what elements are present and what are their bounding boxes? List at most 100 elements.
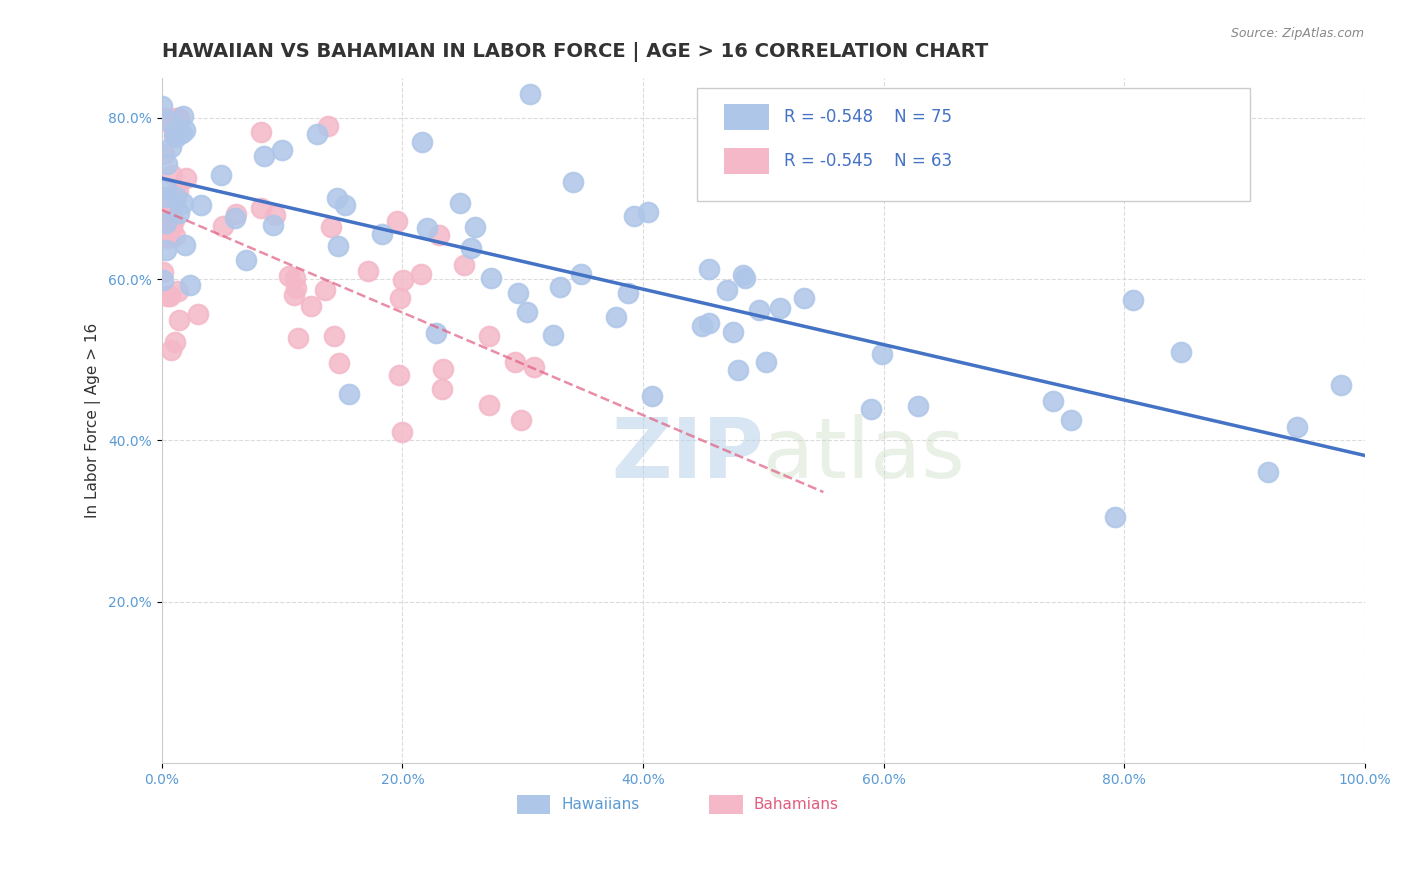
Point	[159, 213, 181, 227]
Point	[516, 304, 538, 318]
Point	[314, 283, 336, 297]
Point	[152, 265, 174, 279]
Point	[163, 127, 186, 141]
Point	[160, 343, 183, 357]
FancyBboxPatch shape	[697, 88, 1250, 201]
Point	[167, 184, 190, 198]
Point	[449, 195, 471, 210]
Point	[153, 147, 176, 161]
Point	[427, 228, 450, 243]
Point	[159, 289, 181, 303]
Point	[333, 198, 356, 212]
Point	[617, 286, 640, 301]
Point	[160, 220, 183, 235]
Bar	[724, 104, 769, 130]
Point	[155, 189, 177, 203]
Point	[371, 227, 394, 241]
Point	[357, 263, 380, 277]
Point	[165, 129, 187, 144]
Point	[283, 287, 305, 301]
Point	[187, 307, 209, 321]
Point	[1104, 510, 1126, 524]
Point	[165, 188, 187, 202]
Point	[155, 244, 177, 258]
Point	[690, 319, 713, 334]
Point	[731, 268, 754, 282]
Text: Hawaiians: Hawaiians	[561, 797, 640, 813]
Point	[716, 283, 738, 297]
Point	[793, 291, 815, 305]
Point	[157, 231, 180, 245]
Point	[734, 271, 756, 285]
Point	[1286, 419, 1309, 434]
Point	[641, 389, 664, 403]
Point	[1330, 378, 1353, 392]
Point	[326, 239, 349, 253]
Point	[155, 217, 177, 231]
Point	[253, 149, 276, 163]
Point	[478, 398, 501, 412]
Point	[264, 208, 287, 222]
Point	[1257, 465, 1279, 479]
Point	[562, 175, 585, 189]
Point	[299, 299, 322, 313]
Point	[453, 258, 475, 272]
Point	[174, 238, 197, 252]
Point	[637, 205, 659, 219]
Point	[170, 126, 193, 140]
Point	[697, 261, 720, 276]
Point	[721, 326, 744, 340]
Point	[859, 401, 882, 416]
Point	[169, 121, 191, 136]
Point	[224, 211, 246, 226]
Point	[156, 289, 179, 303]
Point	[550, 279, 572, 293]
Point	[478, 329, 501, 343]
Text: ZIP: ZIP	[610, 414, 763, 495]
Point	[425, 326, 447, 340]
Bar	[516, 796, 550, 814]
Point	[755, 355, 778, 369]
Point	[388, 291, 411, 305]
Point	[262, 218, 284, 232]
Text: R = -0.545    N = 63: R = -0.545 N = 63	[783, 152, 952, 169]
Point	[165, 335, 187, 350]
Point	[697, 317, 720, 331]
Point	[519, 87, 541, 101]
Point	[162, 197, 184, 211]
Text: Bahamians: Bahamians	[754, 797, 838, 813]
Point	[169, 312, 191, 326]
Point	[150, 220, 173, 235]
Point	[430, 382, 453, 396]
Point	[319, 219, 342, 234]
Point	[464, 220, 486, 235]
Point	[569, 267, 592, 281]
Point	[165, 190, 187, 204]
Point	[392, 273, 415, 287]
Point	[172, 109, 194, 123]
Point	[167, 111, 190, 125]
Point	[503, 355, 526, 369]
Point	[174, 170, 197, 185]
Point	[155, 181, 177, 195]
Point	[605, 310, 627, 324]
Point	[748, 303, 770, 318]
Point	[328, 356, 350, 370]
Point	[326, 191, 349, 205]
Point	[316, 119, 339, 133]
Point	[167, 205, 190, 219]
Point	[307, 127, 329, 141]
Point	[432, 361, 454, 376]
Point	[411, 135, 433, 149]
Point	[870, 346, 893, 360]
Point	[172, 196, 194, 211]
Point	[907, 399, 929, 413]
Point	[156, 228, 179, 243]
Point	[523, 359, 546, 374]
Text: atlas: atlas	[763, 414, 965, 495]
Point	[337, 387, 360, 401]
Point	[155, 111, 177, 125]
Y-axis label: In Labor Force | Age > 16: In Labor Force | Age > 16	[86, 323, 101, 518]
Point	[235, 252, 257, 267]
Point	[155, 223, 177, 237]
